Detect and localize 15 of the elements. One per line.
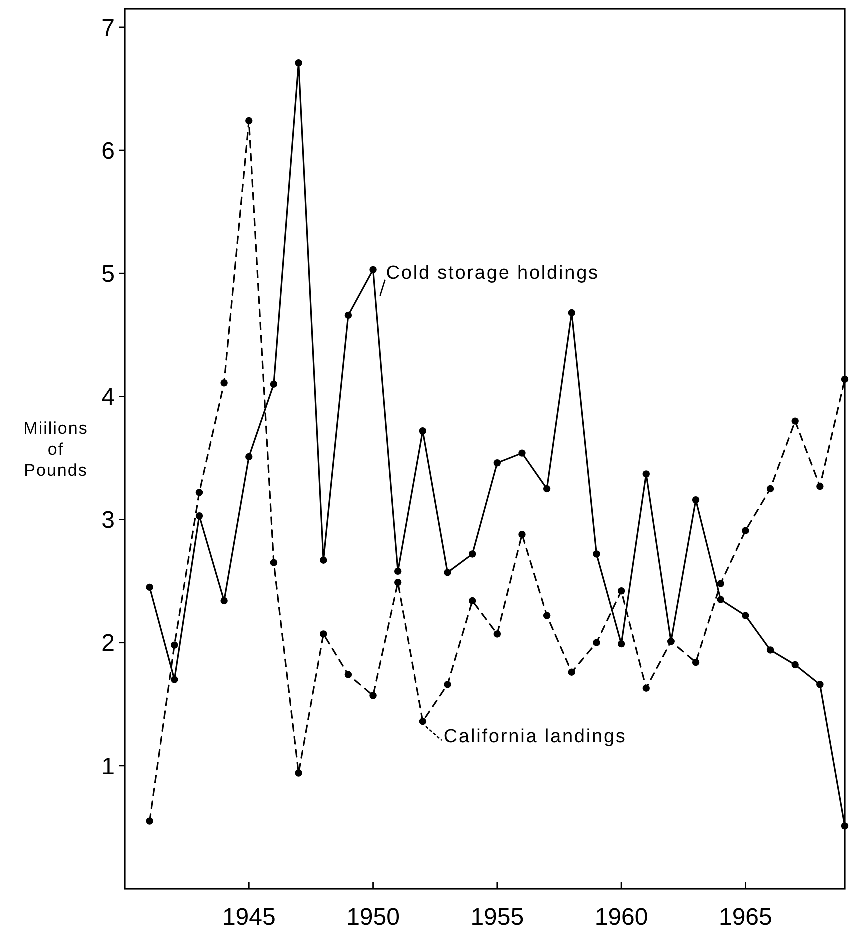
x-tick-label: 1945 bbox=[222, 904, 276, 931]
y-tick-label: 4 bbox=[102, 384, 115, 412]
y-axis-title: Miilions of Pounds bbox=[24, 419, 88, 480]
series-label: Cold storage holdings bbox=[386, 262, 600, 284]
y-tick-label: 7 bbox=[102, 14, 115, 42]
y-tick-label: 5 bbox=[102, 261, 115, 288]
x-tick-label: 1950 bbox=[346, 904, 400, 931]
x-tick-label: 1955 bbox=[470, 904, 524, 931]
y-tick-label: 3 bbox=[102, 507, 115, 534]
y-tick-label: 1 bbox=[102, 753, 115, 780]
y-tick-label: 6 bbox=[102, 138, 115, 165]
x-tick-label: 1965 bbox=[718, 904, 772, 931]
x-tick-label: 1960 bbox=[594, 904, 648, 931]
legend-label: California landings bbox=[444, 726, 627, 748]
y-tick-label: 2 bbox=[102, 630, 115, 658]
